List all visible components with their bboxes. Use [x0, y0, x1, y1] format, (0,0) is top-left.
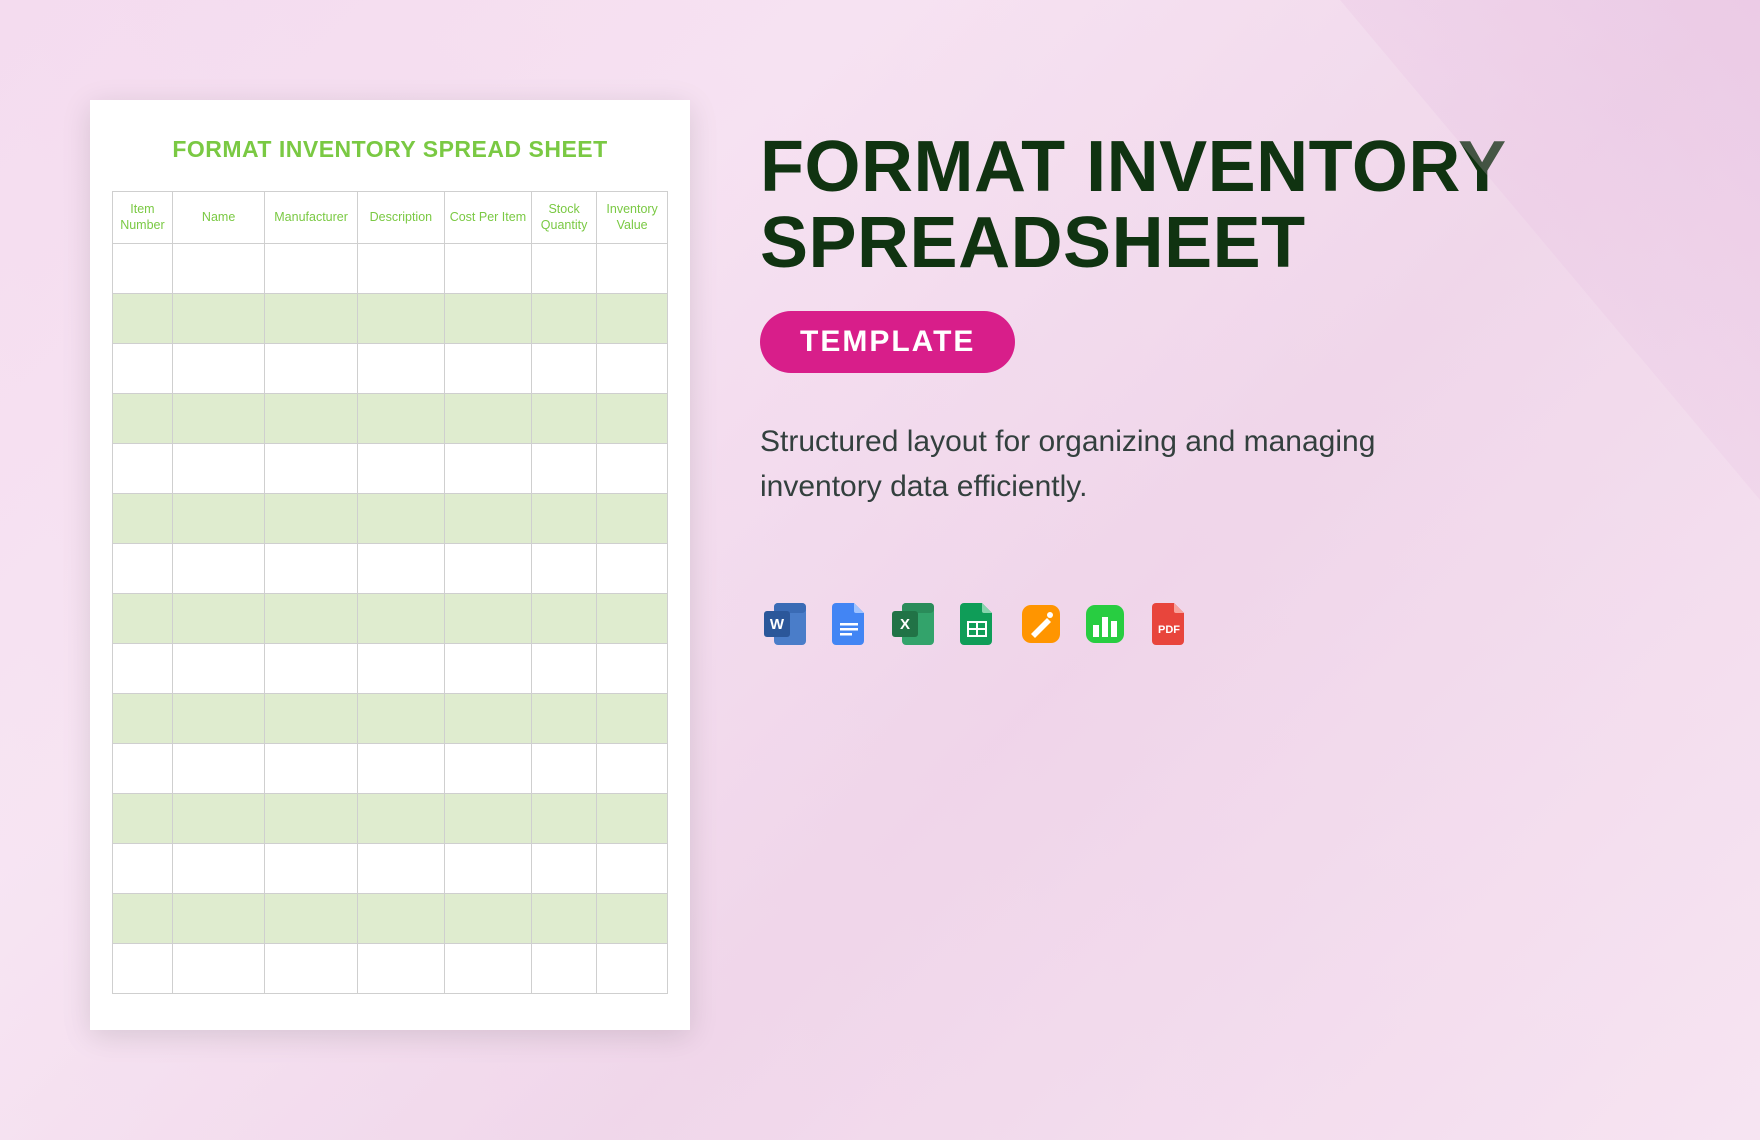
pages-icon [1016, 599, 1066, 649]
info-panel: FORMAT INVENTORY SPREADSHEET TEMPLATE St… [760, 100, 1680, 649]
google-sheets-icon [952, 599, 1002, 649]
svg-text:X: X [900, 616, 910, 633]
table-row [113, 644, 668, 694]
table-row [113, 294, 668, 344]
table-header: Item Number Name Manufacturer Descriptio… [113, 192, 668, 244]
col-header: Item Number [113, 192, 173, 244]
format-icons-row: W X [760, 599, 1680, 649]
table-row [113, 444, 668, 494]
page-container: FORMAT INVENTORY SPREAD SHEET Item Numbe… [0, 0, 1760, 1140]
col-header: Name [172, 192, 265, 244]
table-row [113, 544, 668, 594]
excel-icon: X [888, 599, 938, 649]
numbers-icon [1080, 599, 1130, 649]
pdf-icon: PDF [1144, 599, 1194, 649]
col-header: Manufacturer [265, 192, 358, 244]
table-body [113, 244, 668, 994]
preview-title: FORMAT INVENTORY SPREAD SHEET [112, 136, 668, 163]
template-badge: TEMPLATE [760, 311, 1015, 373]
table-row [113, 744, 668, 794]
table-row [113, 494, 668, 544]
col-header: Description [357, 192, 444, 244]
table-row [113, 944, 668, 994]
table-row [113, 894, 668, 944]
spreadsheet-preview: FORMAT INVENTORY SPREAD SHEET Item Numbe… [90, 100, 690, 1030]
page-title: FORMAT INVENTORY SPREADSHEET [760, 130, 1680, 281]
svg-text:W: W [770, 616, 785, 633]
table-row [113, 594, 668, 644]
word-icon: W [760, 599, 810, 649]
table-row [113, 794, 668, 844]
table-row [113, 694, 668, 744]
col-header: Cost Per Item [444, 192, 531, 244]
col-header: Stock Quantity [531, 192, 596, 244]
table-row [113, 394, 668, 444]
col-header: Inventory Value [597, 192, 668, 244]
table-row [113, 244, 668, 294]
google-docs-icon [824, 599, 874, 649]
description-text: Structured layout for organizing and man… [760, 419, 1440, 509]
table-row [113, 844, 668, 894]
table-row [113, 344, 668, 394]
spreadsheet-table: Item Number Name Manufacturer Descriptio… [112, 191, 668, 994]
svg-text:PDF: PDF [1158, 624, 1180, 636]
